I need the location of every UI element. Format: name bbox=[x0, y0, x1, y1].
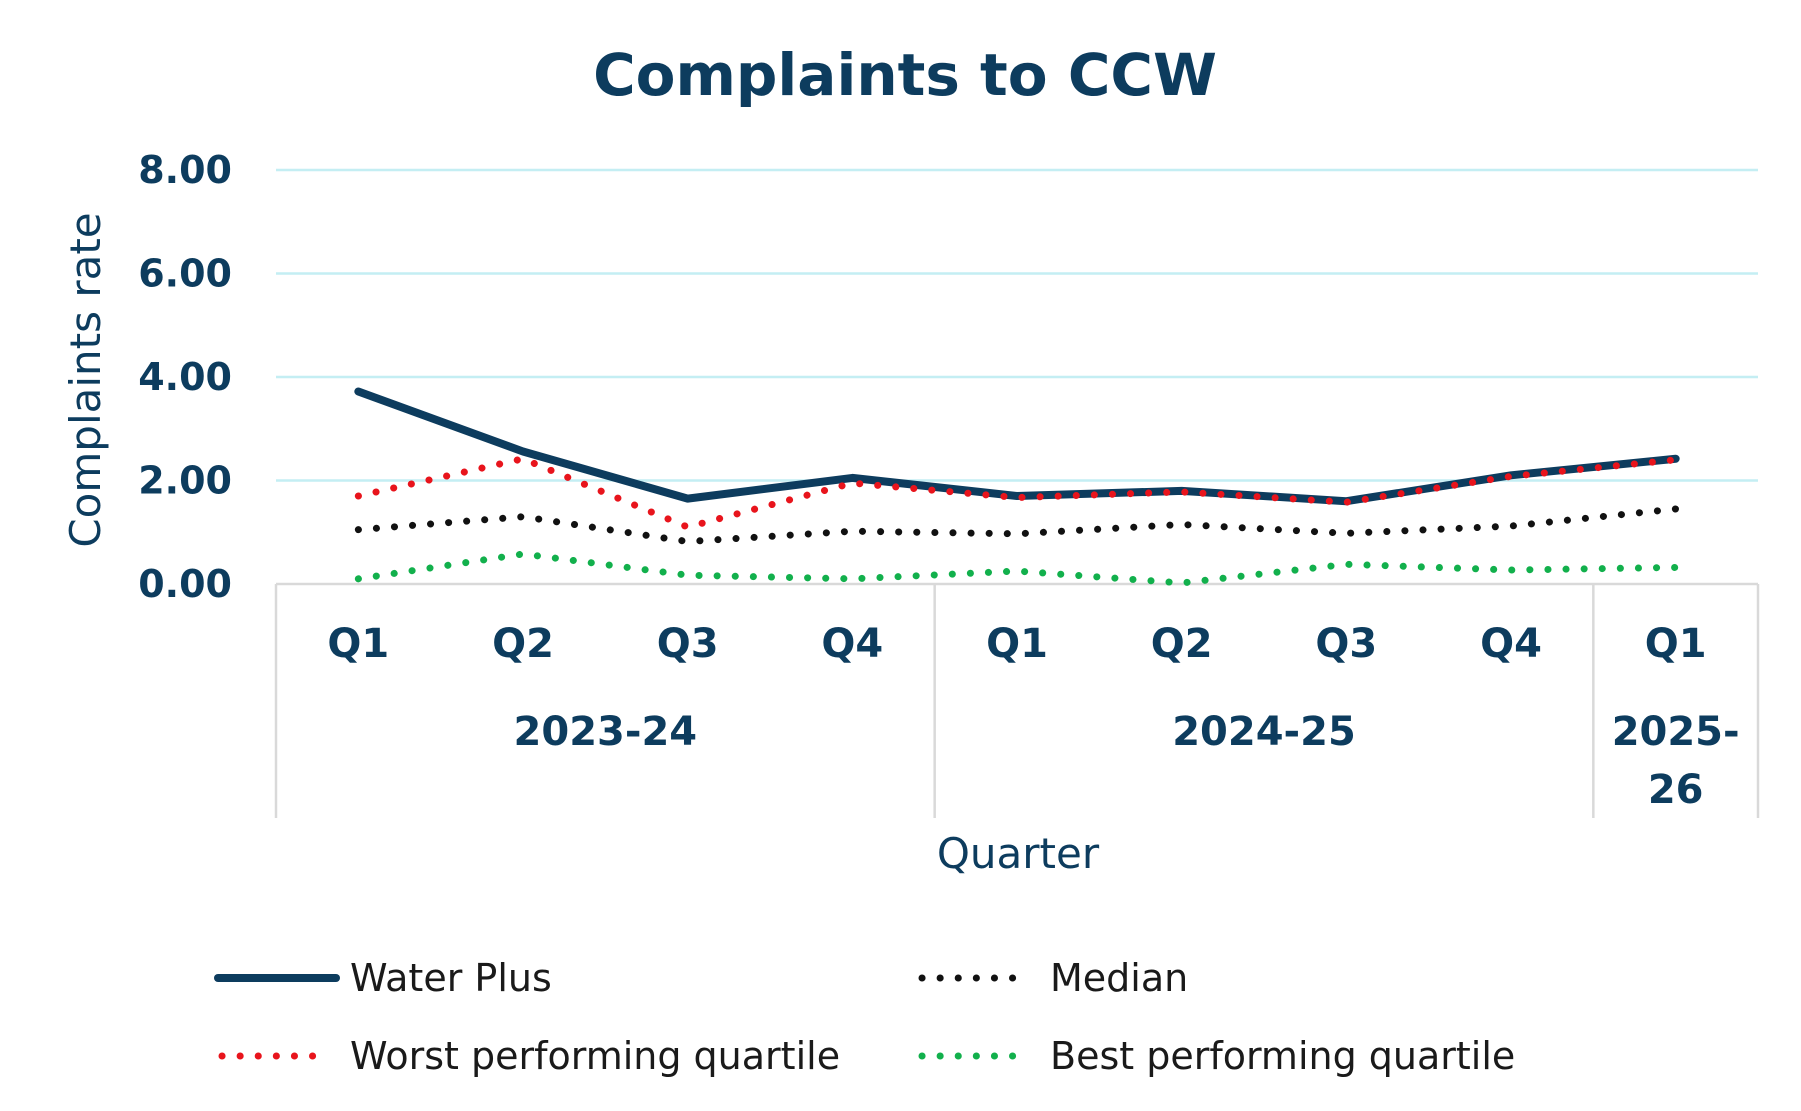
x-group-label-line: 2024-25 bbox=[1172, 709, 1356, 755]
x-tick-label: Q4 bbox=[821, 621, 883, 667]
legend-label: Worst performing quartile bbox=[350, 1034, 840, 1078]
y-tick-label: 6.00 bbox=[138, 252, 232, 296]
x-group-label: 2024-25 bbox=[1172, 709, 1356, 755]
y-tick-label: 4.00 bbox=[138, 355, 232, 399]
y-tick-label: 0.00 bbox=[138, 562, 232, 606]
x-group-label: 2023-24 bbox=[514, 709, 698, 755]
y-ticks: 0.00 2.00 4.00 6.00 8.00 bbox=[138, 148, 232, 606]
series-line-1 bbox=[354, 455, 1680, 531]
series-line-2 bbox=[354, 505, 1680, 546]
x-tick-label: Q1 bbox=[327, 621, 389, 667]
legend-item: Worst performing quartile bbox=[218, 1034, 840, 1078]
y-axis-label: Complaints rate bbox=[61, 212, 110, 547]
x-tick-label: Q3 bbox=[1315, 621, 1377, 667]
x-axis: Q1 Q2 Q3 Q4 Q1 Q2 Q3 Q4 Q1 2023-24 2024-25 2025- 26 bbox=[274, 582, 1760, 818]
series-lines bbox=[354, 387, 1680, 587]
x-tick-label: Q3 bbox=[657, 621, 719, 667]
y-tick-label: 8.00 bbox=[138, 148, 232, 192]
y-tick-label: 2.00 bbox=[138, 459, 232, 503]
legend-label: Median bbox=[1050, 956, 1188, 1000]
x-group-label-line: 2025- bbox=[1612, 709, 1740, 755]
x-tick-label: Q2 bbox=[492, 621, 554, 667]
legend: Water Plus Median Worst performing quartil… bbox=[214, 956, 1515, 1078]
x-tick-label: Q4 bbox=[1480, 621, 1542, 667]
series-line-3 bbox=[354, 550, 1680, 587]
x-tick-label: Q1 bbox=[1645, 621, 1707, 667]
grid bbox=[276, 168, 1758, 482]
x-group-label-line: 26 bbox=[1648, 767, 1704, 813]
legend-label: Best performing quartile bbox=[1050, 1034, 1515, 1078]
x-group-label-line: 2023-24 bbox=[514, 709, 698, 755]
x-axis-label: Quarter bbox=[937, 829, 1100, 878]
series-line-0 bbox=[354, 387, 1680, 506]
x-tick-label: Q2 bbox=[1151, 621, 1213, 667]
legend-item: Best performing quartile bbox=[918, 1034, 1515, 1078]
x-tick-label: Q1 bbox=[986, 621, 1048, 667]
legend-label: Water Plus bbox=[350, 956, 552, 1000]
legend-item: Water Plus bbox=[214, 956, 552, 1000]
x-group-label: 2025- 26 bbox=[1612, 709, 1740, 813]
legend-item: Median bbox=[918, 956, 1188, 1000]
chart-title: Complaints to CCW bbox=[593, 41, 1217, 109]
